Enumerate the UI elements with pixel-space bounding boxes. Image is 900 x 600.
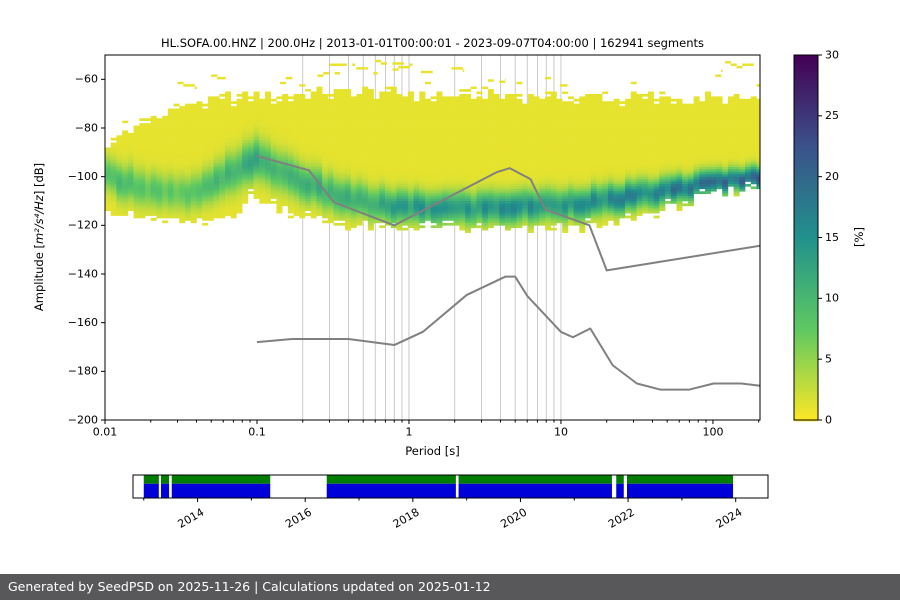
- ppsd-canvas: [0, 0, 900, 574]
- colorbar-label: [%]: [852, 227, 866, 247]
- x-axis-label: Period [s]: [405, 444, 460, 458]
- chart-title: HL.SOFA.00.HNZ | 200.0Hz | 2013-01-01T00…: [161, 36, 704, 50]
- footer-bar: Generated by SeedPSD on 2025-11-26 | Cal…: [0, 574, 900, 600]
- y-axis-label-suffix: ] [dB]: [32, 162, 46, 196]
- footer-text: Generated by SeedPSD on 2025-11-26 | Cal…: [8, 579, 491, 594]
- y-axis-label-math: m²/s⁴/Hz: [32, 195, 46, 245]
- y-axis-label-prefix: Amplitude [: [32, 244, 46, 312]
- y-axis-label: Amplitude [m²/s⁴/Hz] [dB]: [32, 57, 48, 417]
